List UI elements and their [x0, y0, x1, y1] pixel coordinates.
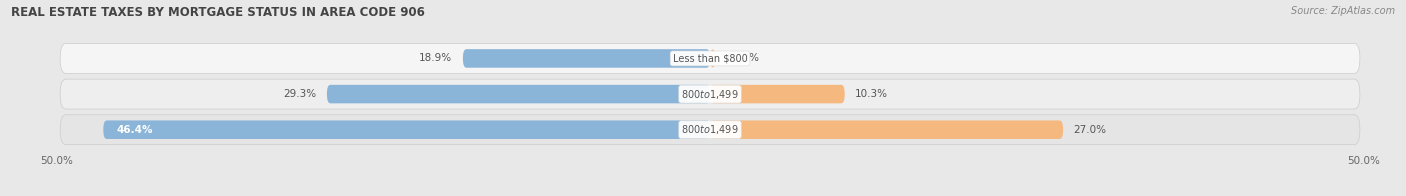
FancyBboxPatch shape: [60, 44, 1360, 74]
FancyBboxPatch shape: [710, 49, 716, 68]
Text: 27.0%: 27.0%: [1074, 125, 1107, 135]
FancyBboxPatch shape: [60, 79, 1360, 109]
FancyBboxPatch shape: [710, 121, 1063, 139]
Text: 29.3%: 29.3%: [284, 89, 316, 99]
FancyBboxPatch shape: [710, 85, 845, 103]
Text: $800 to $1,499: $800 to $1,499: [682, 123, 738, 136]
FancyBboxPatch shape: [60, 115, 1360, 145]
Text: 10.3%: 10.3%: [855, 89, 889, 99]
FancyBboxPatch shape: [328, 85, 710, 103]
Text: REAL ESTATE TAXES BY MORTGAGE STATUS IN AREA CODE 906: REAL ESTATE TAXES BY MORTGAGE STATUS IN …: [11, 6, 425, 19]
Legend: Without Mortgage, With Mortgage: Without Mortgage, With Mortgage: [600, 194, 820, 196]
Text: Less than $800: Less than $800: [672, 54, 748, 64]
Text: $800 to $1,499: $800 to $1,499: [682, 88, 738, 101]
Text: Source: ZipAtlas.com: Source: ZipAtlas.com: [1291, 6, 1395, 16]
Text: 0.42%: 0.42%: [725, 54, 759, 64]
FancyBboxPatch shape: [463, 49, 710, 68]
Text: 46.4%: 46.4%: [117, 125, 153, 135]
FancyBboxPatch shape: [103, 121, 710, 139]
Text: 18.9%: 18.9%: [419, 54, 453, 64]
